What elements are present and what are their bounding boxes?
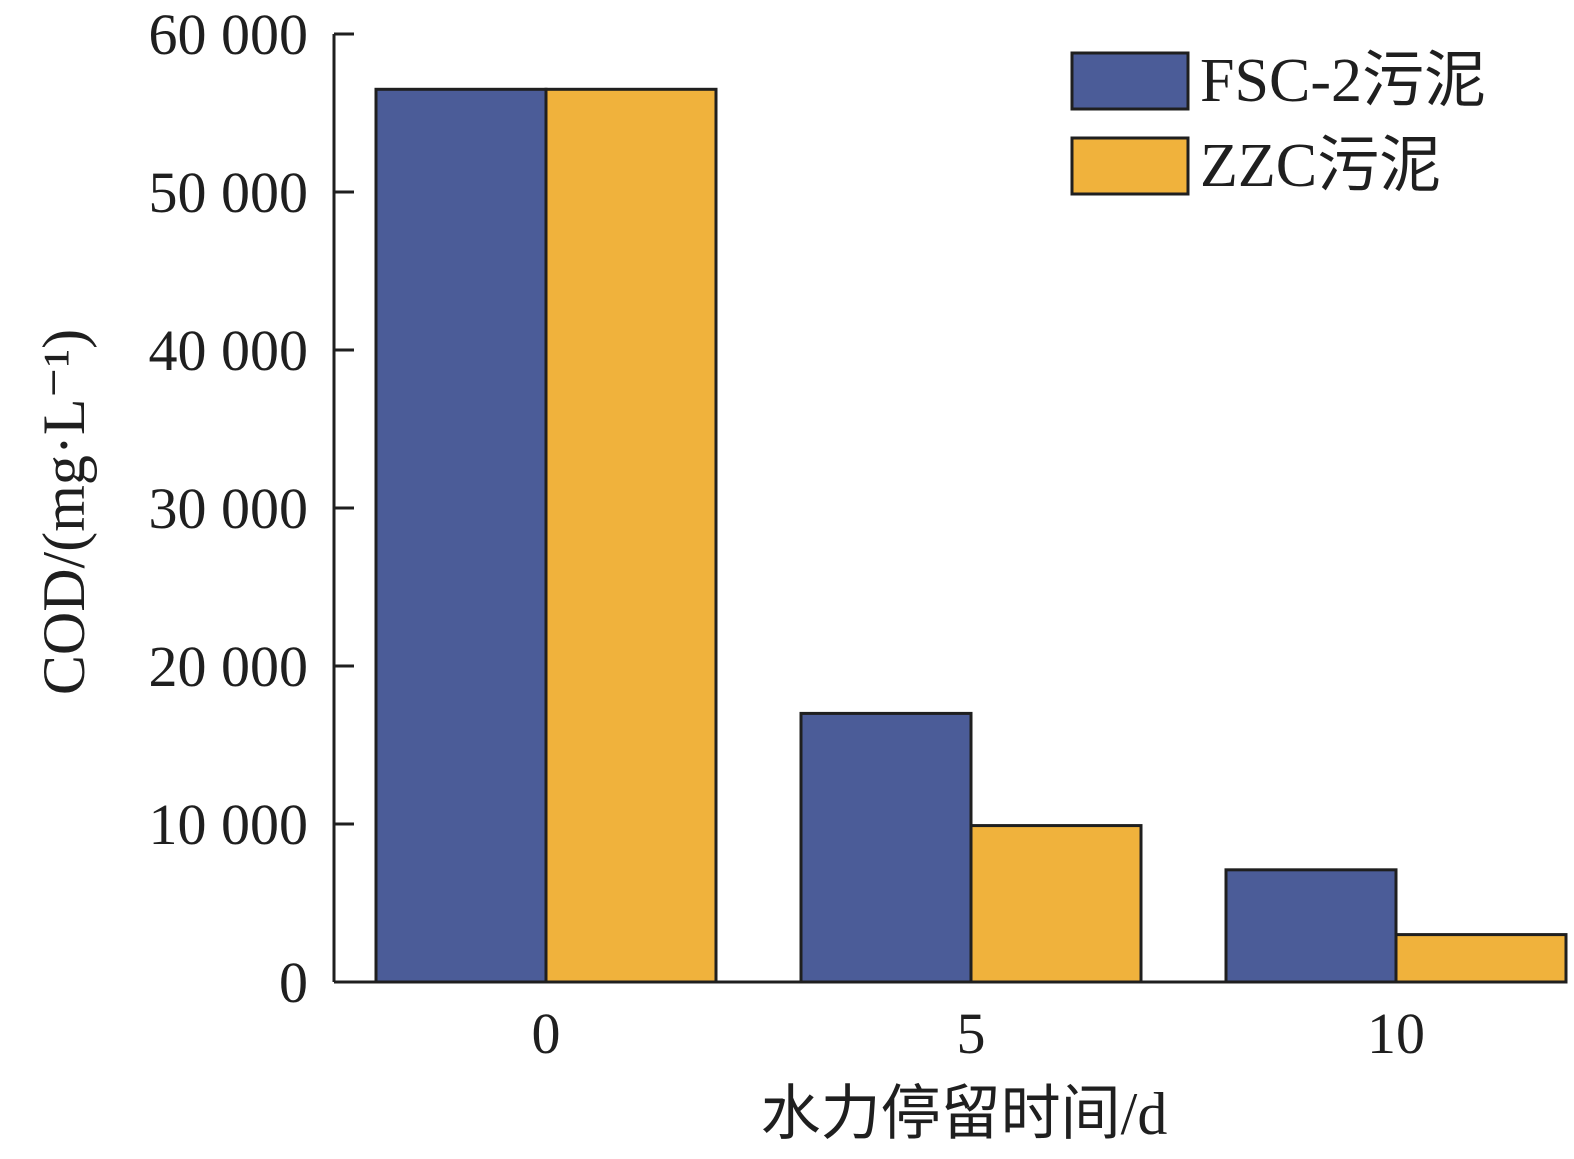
legend-label-fsc2: FSC-2污泥 [1200, 47, 1486, 115]
bar-zzc-10 [1394, 933, 1568, 984]
y-tick-label: 20 000 [149, 634, 309, 699]
y-tick-label: 0 [279, 950, 308, 1015]
legend-swatch-zzc [1070, 136, 1190, 196]
y-ticks: 0 10 000 20 000 30 000 40 000 50 000 60 000 [149, 2, 354, 1015]
legend-swatch-fsc2 [1070, 51, 1190, 111]
bar-fsc2-10 [1224, 868, 1398, 984]
bar-fsc2-5 [799, 711, 973, 984]
x-ticks: 0 5 10 [532, 1001, 1426, 1066]
legend-label-zzc: ZZC污泥 [1200, 132, 1441, 200]
y-tick-label: 30 000 [149, 476, 309, 541]
x-axis-title: 水力停留时间/d [761, 1081, 1168, 1147]
legend: FSC-2污泥 ZZC污泥 [1070, 47, 1486, 200]
bar-fsc2-0 [374, 87, 548, 984]
bar-zzc-5 [969, 824, 1143, 984]
bar-zzc-0 [544, 87, 718, 984]
y-tick-label: 60 000 [149, 2, 309, 67]
bars-layer [374, 87, 1568, 984]
x-tick-label: 0 [532, 1001, 561, 1066]
y-tick-label: 40 000 [149, 318, 309, 383]
y-axis-title: COD/(mg·L⁻¹) [31, 329, 97, 695]
y-tick-label: 50 000 [149, 160, 309, 225]
x-tick-label: 10 [1367, 1001, 1425, 1066]
x-tick-label: 5 [957, 1001, 986, 1066]
y-tick-label: 10 000 [149, 792, 309, 857]
